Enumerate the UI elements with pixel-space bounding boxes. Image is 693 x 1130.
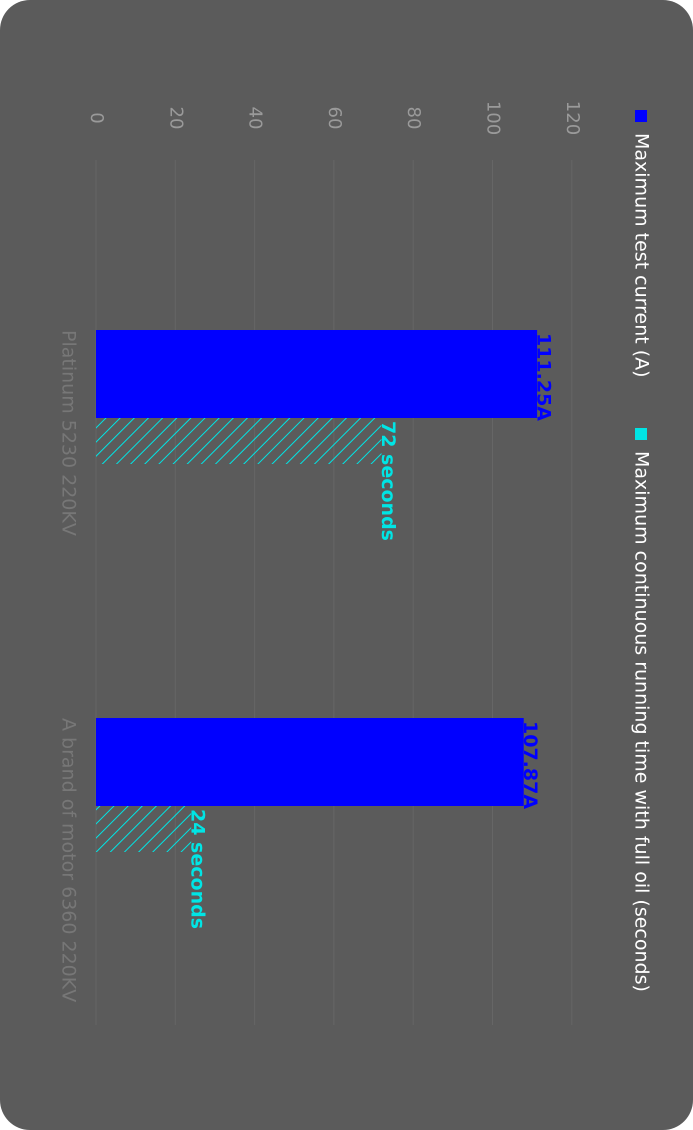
value-tick-label: 100 [483, 101, 504, 135]
value-tick-label: 60 [324, 107, 345, 130]
value-tick-label: 80 [403, 107, 424, 130]
value-tick-label: 40 [245, 107, 266, 130]
bar-current [96, 330, 538, 418]
data-label-current: 111.25A [533, 333, 555, 421]
category-label: Platinum 5230 220KV [58, 330, 80, 536]
value-tick-label: 0 [86, 112, 107, 123]
bar-current [96, 718, 524, 806]
value-tick-label: 20 [165, 107, 186, 130]
value-tick-label: 120 [562, 101, 583, 135]
category-label: A brand of motor 6360 220KV [58, 718, 80, 1002]
data-label-current: 107.87A [519, 721, 541, 809]
data-label-runtime: 24 seconds [187, 809, 209, 929]
legend-label-current: Maximum test current (A) [631, 133, 653, 378]
plot-area: 0 20 40 60 80 100 120 111.25A 72 seconds Platinum… [58, 101, 653, 1025]
legend-label-runtime: Maximum continuous running time with ful… [631, 451, 653, 992]
legend-swatch-current [635, 110, 647, 122]
bar-runtime [96, 806, 192, 852]
data-label-runtime: 72 seconds [377, 421, 399, 541]
bar-runtime [96, 418, 382, 464]
legend-swatch-runtime [635, 428, 647, 440]
